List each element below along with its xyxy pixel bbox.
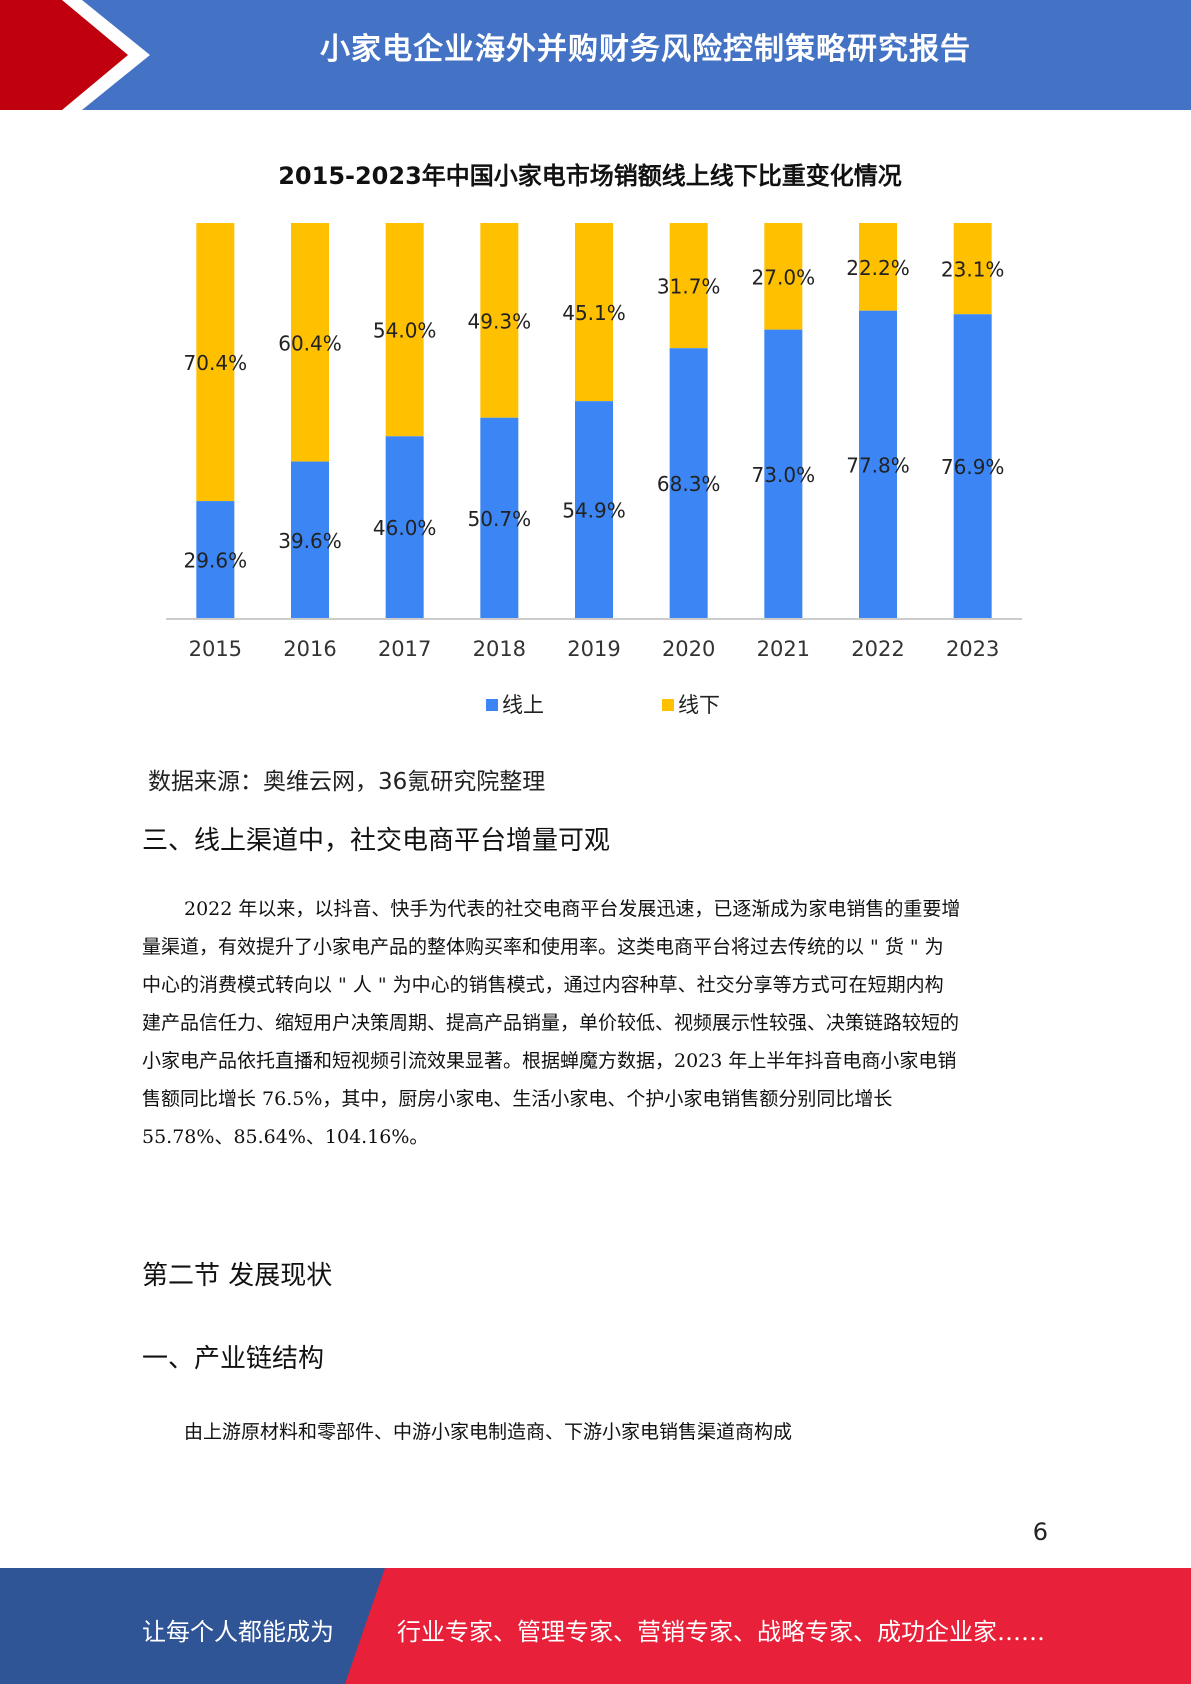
data-label-online: 50.7%: [468, 507, 532, 531]
x-tick-label: 2021: [757, 637, 810, 661]
legend-label: 线下: [678, 693, 720, 717]
data-label-offline: 60.4%: [278, 331, 342, 355]
bar-offline: [291, 223, 329, 462]
data-label-online: 46.0%: [373, 516, 437, 540]
stacked-bar-chart: 2015-2023年中国小家电市场销额线上线下比重变化情况 29.6% 70.4%…: [150, 150, 1030, 730]
data-label-online: 29.6%: [184, 549, 248, 573]
bar-offline: [575, 223, 613, 402]
bar-offline: [385, 223, 424, 437]
paragraph-social-commerce: 2022 年以来，以抖音、快手为代表的社交电商平台发展迅速，已逐渐成为家电销售的…: [142, 890, 1047, 1156]
paragraph-line: 2022 年以来，以抖音、快手为代表的社交电商平台发展迅速，已逐渐成为家电销售的…: [184, 898, 961, 920]
page-header: 小家电企业海外并购财务风险控制策略研究报告: [0, 0, 1191, 110]
bar-online: [385, 436, 424, 618]
data-label-offline: 45.1%: [562, 301, 626, 325]
paragraph-line: 小家电产品依托直播和短视频引流效果显著。根据蝉魔方数据，2023 年上半年抖音电…: [142, 1050, 957, 1072]
paragraph-line: 由上游原材料和零部件、中游小家电制造商、下游小家电销售渠道商构成: [184, 1421, 793, 1443]
bar-offline: [859, 223, 897, 311]
legend-label: 线上: [502, 693, 544, 717]
paragraph-line: 售额同比增长 76.5%，其中，厨房小家电、生活小家电、个护小家电销售额分别同比…: [142, 1088, 893, 1110]
x-tick-label: 2017: [378, 637, 431, 661]
paragraph-line: 55.78%、85.64%、104.16%。: [142, 1126, 429, 1148]
bar-offline: [953, 223, 992, 315]
bar-online: [953, 314, 992, 618]
bar-offline: [480, 223, 519, 418]
bar-online: [575, 401, 613, 618]
section-heading-social-commerce: 三、线上渠道中，社交电商平台增量可观: [142, 826, 611, 856]
data-label-offline: 23.1%: [941, 258, 1005, 282]
data-label-online: 39.6%: [278, 529, 342, 553]
bar-offline: [764, 223, 803, 330]
footer-slogan-right: 行业专家、管理专家、营销专家、战略专家、成功企业家……: [397, 1618, 1045, 1646]
data-label-offline: 31.7%: [657, 275, 721, 299]
report-title: 小家电企业海外并购财务风险控制策略研究报告: [320, 32, 971, 67]
paragraph-line: 中心的消费模式转向以 " 人 " 为中心的销售模式，通过内容种草、社交分享等方式…: [142, 974, 944, 996]
footer-band: [0, 1568, 1191, 1684]
data-label-offline: 70.4%: [184, 351, 248, 375]
x-tick-label: 2022: [851, 637, 904, 661]
paragraph-line: 量渠道，有效提升了小家电产品的整体购买率和使用率。这类电商平台将过去传统的以 "…: [142, 936, 944, 958]
data-label-online: 76.9%: [941, 455, 1005, 479]
bar-online: [764, 329, 803, 618]
chart-source-note: 数据来源：奥维云网，36氪研究院整理: [148, 769, 546, 795]
section-heading-development-status: 第二节 发展现状: [142, 1261, 333, 1291]
data-label-offline: 49.3%: [468, 309, 532, 333]
footer-slogan-left: 让每个人都能成为: [142, 1618, 334, 1646]
x-tick-label: 2015: [189, 637, 242, 661]
data-label-online: 77.8%: [846, 453, 910, 477]
bar-online: [480, 417, 519, 618]
data-label-online: 68.3%: [657, 472, 721, 496]
bar-online: [291, 461, 329, 618]
chart-canvas: 29.6% 70.4% 2015 39.6% 60.4% 2016 46.0% 54.0% 20…: [166, 223, 1022, 717]
bar-offline: [669, 223, 708, 349]
bar-offline: [196, 223, 235, 502]
chevron-arrow-icon: [0, 0, 150, 110]
legend-swatch: [486, 699, 498, 711]
x-tick-label: 2023: [946, 637, 999, 661]
data-label-online: 54.9%: [562, 499, 626, 523]
data-label-offline: 27.0%: [752, 265, 816, 289]
page-number: 6: [1032, 1518, 1048, 1546]
data-label-online: 73.0%: [752, 463, 816, 487]
data-label-offline: 22.2%: [846, 256, 910, 280]
data-label-offline: 54.0%: [373, 319, 437, 343]
bar-online: [859, 310, 897, 618]
page-footer: 让每个人都能成为 行业专家、管理专家、营销专家、战略专家、成功企业家……: [0, 1568, 1191, 1684]
bar-online: [196, 501, 235, 618]
x-tick-label: 2020: [662, 637, 715, 661]
x-tick-label: 2016: [283, 637, 336, 661]
bar-online: [669, 348, 708, 618]
paragraph-industry-chain: 由上游原材料和零部件、中游小家电制造商、下游小家电销售渠道商构成: [142, 1413, 1047, 1451]
x-tick-label: 2019: [567, 637, 620, 661]
legend-swatch: [662, 699, 674, 711]
chart-title: 2015-2023年中国小家电市场销额线上线下比重变化情况: [278, 162, 902, 190]
paragraph-line: 建产品信任力、缩短用户决策周期、提高产品销量，单价较低、视频展示性较强、决策链路…: [142, 1012, 960, 1034]
x-tick-label: 2018: [473, 637, 526, 661]
section-heading-industry-chain: 一、产业链结构: [142, 1344, 325, 1374]
